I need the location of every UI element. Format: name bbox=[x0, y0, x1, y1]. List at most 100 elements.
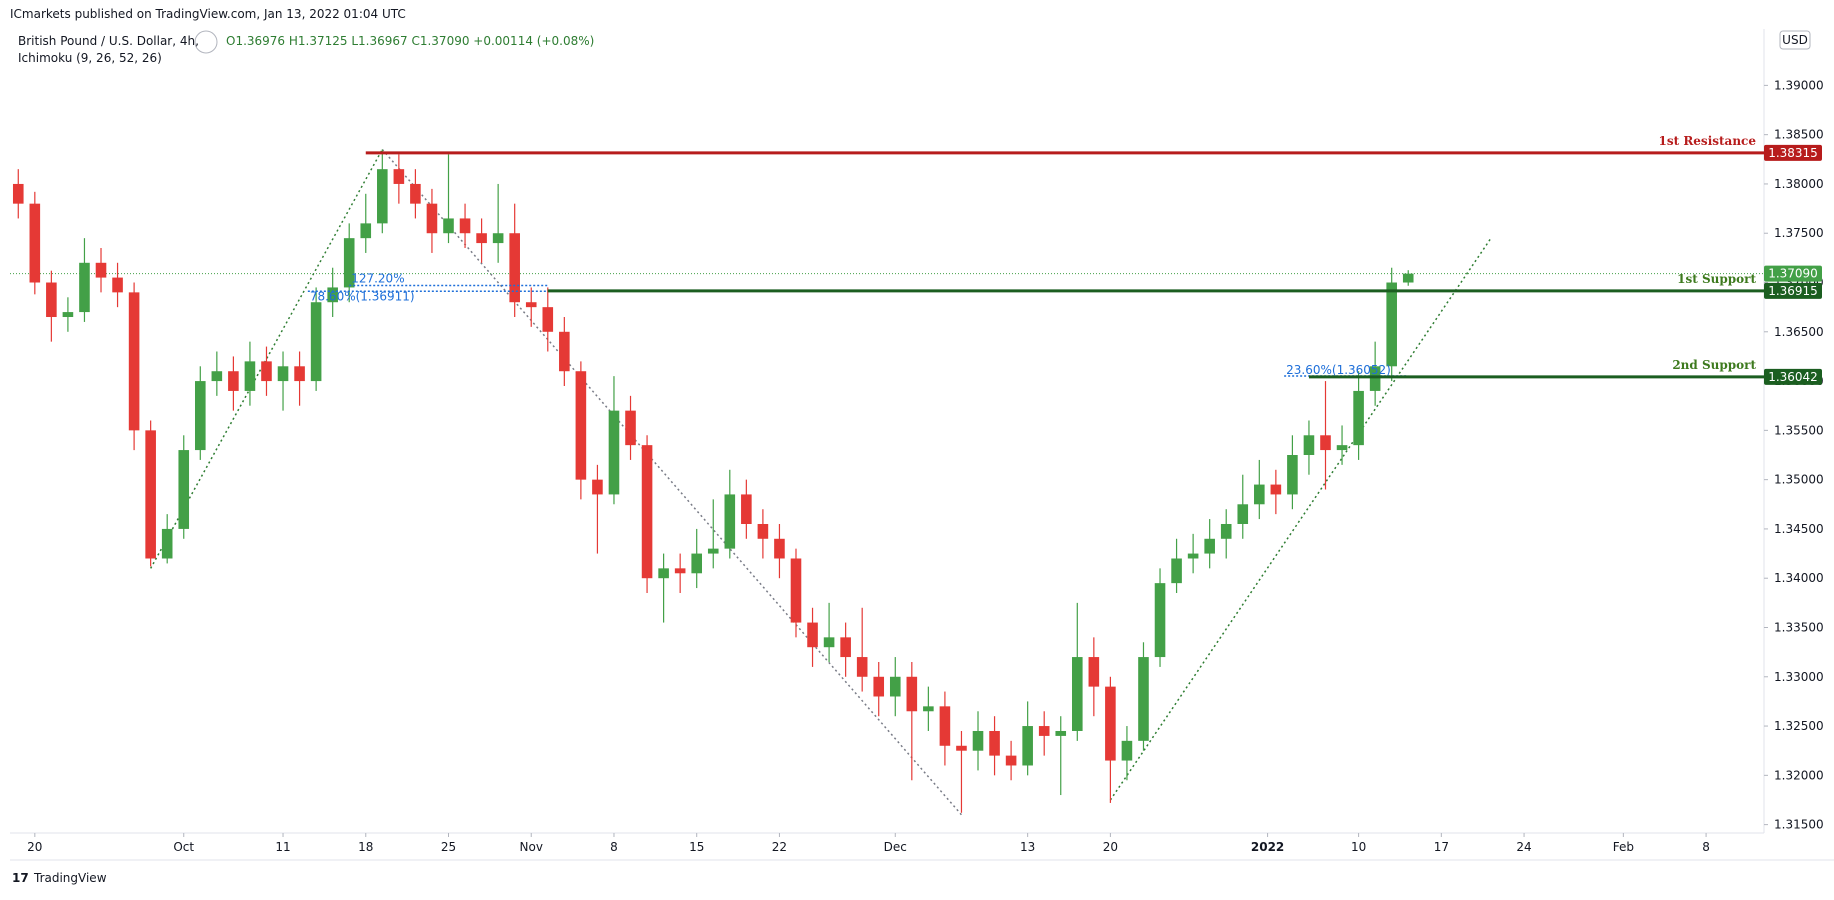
candle-body bbox=[62, 312, 74, 318]
candle-body bbox=[1287, 455, 1298, 495]
candle-body bbox=[559, 331, 570, 372]
x-tick-label: 24 bbox=[1516, 840, 1531, 854]
candle-body bbox=[1105, 686, 1116, 761]
x-tick-label: Dec bbox=[884, 840, 907, 854]
level-name: 1st Resistance bbox=[1659, 134, 1757, 148]
candle-body bbox=[228, 371, 239, 391]
level-price: 1.38315 bbox=[1768, 146, 1818, 160]
candle-body bbox=[79, 262, 90, 313]
candle-body bbox=[410, 183, 421, 204]
level-price-box bbox=[1764, 368, 1822, 385]
candle-body bbox=[327, 287, 338, 303]
y-tick-label: 1.33000 bbox=[1774, 670, 1824, 684]
y-tick-label: 1.31500 bbox=[1774, 818, 1824, 832]
last-price-box bbox=[1764, 265, 1822, 282]
x-tick-label: Nov bbox=[520, 840, 543, 854]
candle-body bbox=[1055, 730, 1067, 736]
y-tick-label: 1.39000 bbox=[1774, 78, 1824, 92]
candle-body bbox=[46, 282, 57, 318]
candle-body bbox=[1204, 538, 1215, 554]
y-tick-label: 1.32500 bbox=[1774, 719, 1824, 733]
y-tick-label: 1.38000 bbox=[1774, 177, 1824, 191]
candle-body bbox=[774, 538, 785, 559]
candle-body bbox=[12, 183, 24, 204]
y-tick-label: 1.36500 bbox=[1774, 325, 1824, 339]
x-tick-label: Oct bbox=[173, 840, 194, 854]
candle-body bbox=[29, 203, 41, 283]
candle-body bbox=[674, 568, 686, 574]
candle-body bbox=[989, 730, 1000, 756]
candle-body bbox=[360, 223, 372, 239]
candle-body bbox=[972, 730, 984, 751]
currency-box[interactable] bbox=[1779, 30, 1811, 50]
candle-body bbox=[1237, 504, 1249, 524]
candle-body bbox=[310, 302, 322, 382]
candle-body bbox=[377, 169, 388, 224]
y-tick-label: 1.33500 bbox=[1774, 620, 1824, 634]
level-name: 2nd Support bbox=[1672, 358, 1756, 372]
candle-body bbox=[823, 637, 835, 648]
y-tick-label: 1.34000 bbox=[1774, 571, 1824, 585]
x-tick-label: 2022 bbox=[1251, 840, 1284, 854]
candle-body bbox=[906, 676, 918, 712]
level-price-box bbox=[1764, 282, 1822, 299]
candle-body bbox=[95, 262, 107, 278]
candle-body bbox=[1220, 523, 1232, 539]
indicator: Ichimoku (9, 26, 52, 26) bbox=[18, 51, 162, 65]
y-tick-label: 1.38500 bbox=[1774, 128, 1824, 142]
candle-body bbox=[1303, 435, 1315, 456]
level-price: 1.36042 bbox=[1768, 370, 1818, 384]
candle-body bbox=[790, 558, 802, 623]
y-tick-label: 1.34500 bbox=[1774, 522, 1824, 536]
fib-label: 127.20% bbox=[351, 271, 404, 285]
candle-body bbox=[923, 706, 934, 712]
candle-body bbox=[840, 637, 851, 658]
candle-body bbox=[476, 233, 487, 244]
brand-logo: 17 bbox=[12, 871, 29, 885]
x-tick-label: 17 bbox=[1434, 840, 1449, 854]
candle-body bbox=[1121, 740, 1133, 761]
x-tick-label: 15 bbox=[689, 840, 704, 854]
x-tick-label: 13 bbox=[1020, 840, 1035, 854]
ohlc: O1.36976 H1.37125 L1.36967 C1.37090 +0.0… bbox=[226, 34, 594, 48]
y-tick-label: 1.32000 bbox=[1774, 768, 1824, 782]
candle-body bbox=[459, 218, 471, 234]
candle-body bbox=[724, 494, 736, 549]
candle-body bbox=[244, 361, 256, 391]
candle-body bbox=[1336, 445, 1348, 451]
x-tick-label: 11 bbox=[275, 840, 290, 854]
level-name: 1st Support bbox=[1677, 272, 1756, 286]
candle-body bbox=[161, 528, 173, 559]
candle-body bbox=[178, 450, 190, 529]
candle-body bbox=[128, 292, 140, 431]
candle-body bbox=[707, 548, 719, 554]
x-tick-label: Feb bbox=[1613, 840, 1634, 854]
candle-body bbox=[194, 381, 206, 451]
candle-body bbox=[1088, 657, 1100, 687]
x-tick-label: 8 bbox=[610, 840, 618, 854]
last-price-label: 1.37090 bbox=[1768, 267, 1818, 281]
candle-body bbox=[757, 523, 769, 539]
x-tick-label: 20 bbox=[1103, 840, 1118, 854]
candle-body bbox=[261, 361, 272, 382]
candle-body bbox=[1038, 726, 1050, 736]
candle-body bbox=[343, 238, 355, 288]
candle-body bbox=[1369, 366, 1381, 391]
candle-body bbox=[542, 307, 554, 332]
currency: USD bbox=[1782, 33, 1808, 47]
candle-body bbox=[1270, 484, 1282, 495]
candle-body bbox=[525, 302, 537, 308]
trend-line bbox=[381, 148, 963, 816]
x-tick-label: 8 bbox=[1702, 840, 1710, 854]
x-tick-label: 25 bbox=[441, 840, 456, 854]
candle-body bbox=[1171, 558, 1182, 584]
candle-body bbox=[608, 410, 620, 495]
candle-body bbox=[625, 410, 636, 446]
candle-body bbox=[1187, 553, 1199, 559]
candle-body bbox=[1138, 657, 1149, 741]
candle-body bbox=[641, 445, 653, 579]
x-tick-label: 18 bbox=[358, 840, 373, 854]
